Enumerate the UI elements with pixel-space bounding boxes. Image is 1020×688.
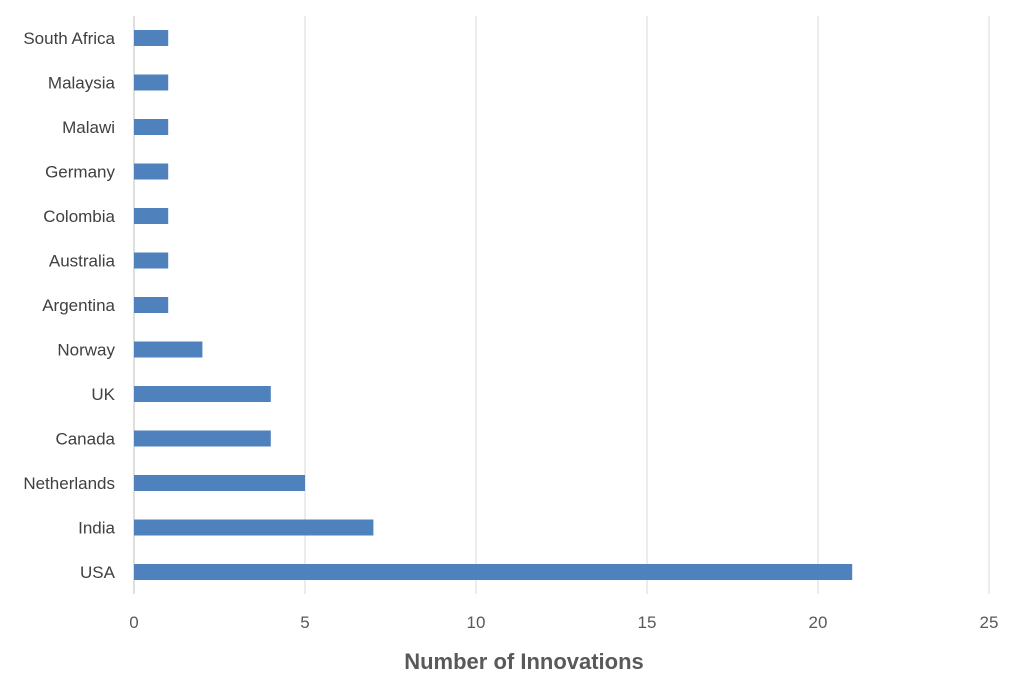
category-label: USA	[80, 563, 116, 582]
x-axis-title: Number of Innovations	[404, 649, 644, 674]
x-tick-label: 0	[129, 613, 138, 632]
x-tick-labels: 0 5 10 15 20 25	[129, 613, 998, 632]
x-tick-label: 20	[809, 613, 828, 632]
bar-netherlands	[134, 475, 305, 491]
gridlines	[133, 16, 990, 594]
bar-australia	[134, 252, 169, 269]
category-label: South Africa	[23, 29, 115, 48]
bar-india	[134, 519, 374, 536]
category-label: India	[78, 519, 115, 538]
bar-uk	[134, 386, 271, 402]
category-label: Australia	[49, 252, 116, 271]
x-tick-label: 25	[980, 613, 999, 632]
bar-canada	[134, 430, 271, 447]
category-label: Colombia	[43, 207, 115, 226]
bar-argentina	[134, 297, 169, 313]
x-tick-label: 10	[467, 613, 486, 632]
x-tick-label: 15	[638, 613, 657, 632]
bar-colombia	[134, 208, 169, 224]
category-label: Norway	[57, 341, 115, 360]
category-label: Argentina	[42, 296, 115, 315]
bars	[134, 30, 853, 580]
bar-malaysia	[134, 74, 169, 91]
bar-norway	[134, 341, 203, 358]
x-tick-label: 5	[300, 613, 309, 632]
category-label: Malawi	[62, 118, 115, 137]
bar-usa	[134, 564, 853, 580]
bar-malawi	[134, 119, 169, 135]
bar-germany	[134, 163, 169, 180]
category-label: Netherlands	[23, 474, 115, 493]
category-label: Germany	[45, 163, 115, 182]
category-labels: USA India Netherlands Canada UK Norway Argenti…	[23, 29, 115, 582]
bar-south-africa	[134, 30, 169, 46]
category-label: Malaysia	[48, 74, 116, 93]
category-label: UK	[91, 385, 115, 404]
category-label: Canada	[55, 430, 115, 449]
